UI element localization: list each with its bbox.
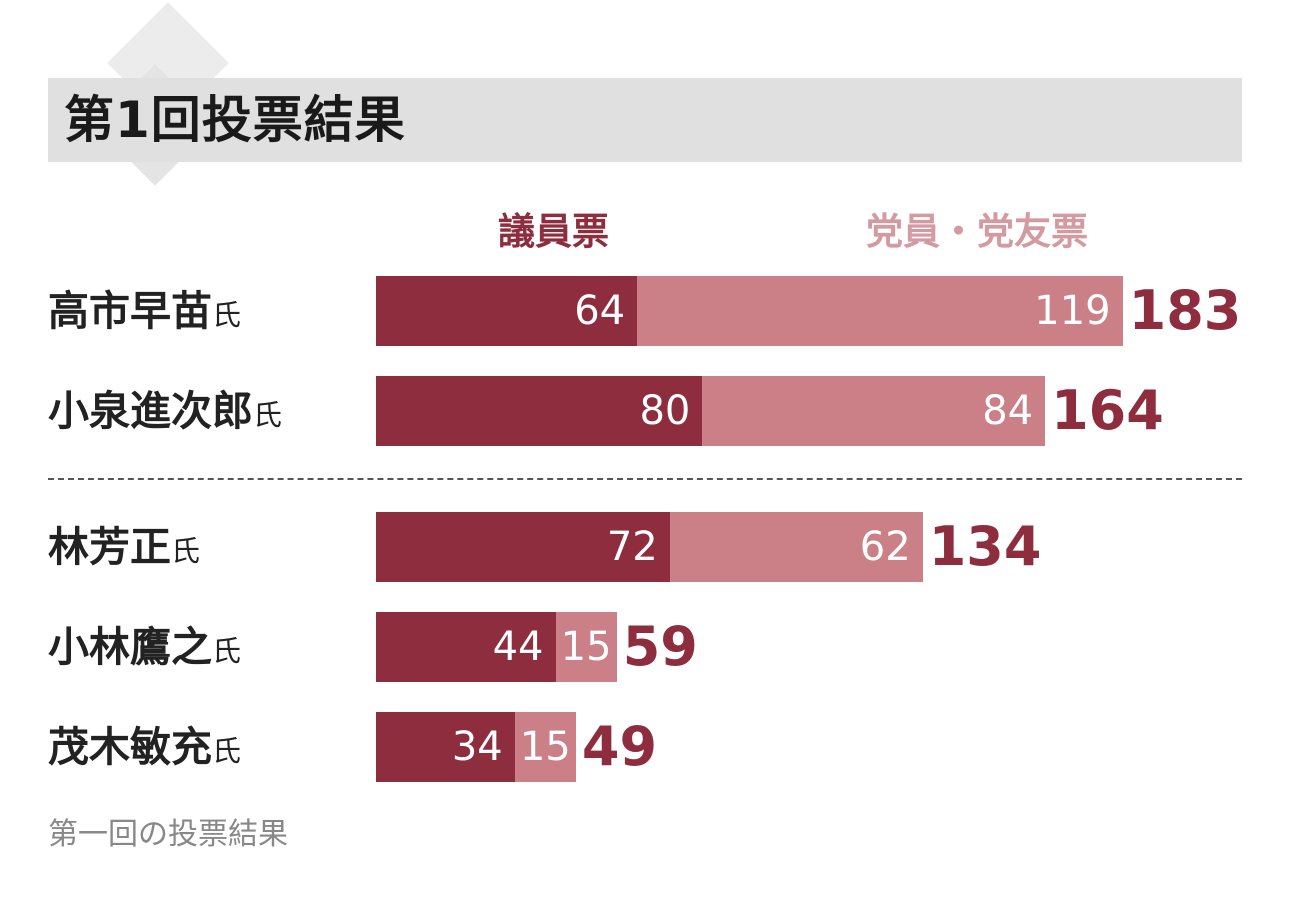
bar-label-diet-votes: 80 — [639, 388, 691, 434]
bar-party-votes — [669, 512, 923, 582]
candidate-suffix: 氏 — [212, 734, 242, 768]
total-label: 183 — [1128, 279, 1242, 342]
legend-party-votes: 党員・党友票 — [866, 210, 1088, 253]
total-label: 164 — [1051, 379, 1164, 442]
bar-party-votes — [514, 712, 576, 782]
total-label: 134 — [928, 515, 1042, 578]
bar-diet-votes — [376, 712, 515, 782]
candidate-suffix: 氏 — [253, 398, 283, 432]
bar-party-votes — [702, 376, 1046, 446]
bar-label-party-votes: 84 — [982, 388, 1034, 434]
chart-title: 第1回投票結果 — [64, 91, 406, 149]
candidate-name: 茂木敏充 — [48, 723, 212, 771]
candidate-name: 高市早苗 — [48, 287, 212, 335]
bar-label-party-votes: 15 — [519, 724, 571, 770]
candidate-label: 小泉進次郎氏 — [48, 376, 282, 446]
title-band — [48, 78, 1242, 162]
bar-diet-votes — [376, 276, 638, 346]
bar-label-party-votes: 62 — [859, 524, 911, 570]
candidate-suffix: 氏 — [212, 298, 242, 332]
total-label: 49 — [581, 715, 658, 778]
candidate-label: 茂木敏充氏 — [48, 712, 241, 782]
bar-label-party-votes: 15 — [560, 624, 612, 670]
bar-party-votes — [637, 276, 1123, 346]
candidate-name: 小泉進次郎 — [48, 387, 253, 435]
caption: 第一回の投票結果 — [48, 817, 288, 852]
legend-diet-votes: 議員票 — [498, 210, 609, 253]
bar-label-diet-votes: 44 — [492, 624, 544, 670]
candidate-suffix: 氏 — [212, 634, 242, 668]
bar-diet-votes — [376, 612, 556, 682]
candidate-name: 小林鷹之 — [48, 623, 212, 671]
bar-label-diet-votes: 64 — [574, 288, 626, 334]
divider-line — [48, 478, 1242, 480]
bar-label-diet-votes: 72 — [606, 524, 658, 570]
bar-diet-votes — [376, 512, 670, 582]
bar-label-diet-votes: 34 — [451, 724, 503, 770]
candidate-suffix: 氏 — [171, 534, 201, 568]
bar-diet-votes — [376, 376, 703, 446]
bar-party-votes — [555, 612, 617, 682]
candidate-label: 小林鷹之氏 — [48, 612, 241, 682]
total-label: 59 — [622, 615, 698, 678]
candidate-label: 林芳正氏 — [48, 512, 200, 582]
candidate-name: 林芳正 — [48, 523, 171, 571]
bar-label-party-votes: 119 — [1034, 288, 1111, 334]
candidate-label: 高市早苗氏 — [48, 276, 241, 346]
